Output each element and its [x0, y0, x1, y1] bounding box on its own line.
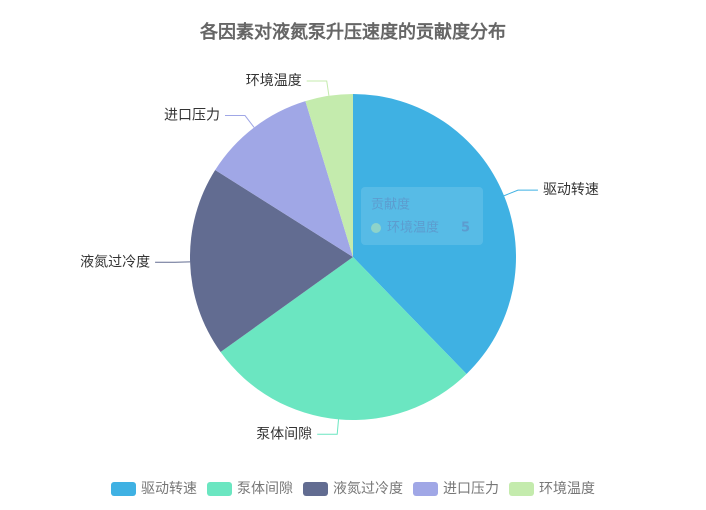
pie-slice[interactable]	[305, 94, 353, 257]
tooltip-value: 5	[461, 221, 470, 236]
legend-swatch	[509, 482, 534, 496]
legend-item[interactable]: 液氮过冷度	[303, 481, 403, 497]
pie	[190, 94, 516, 420]
legend-swatch	[111, 482, 136, 496]
legend-item[interactable]: 驱动转速	[111, 481, 197, 497]
pie-slice[interactable]	[190, 169, 353, 353]
legend-item[interactable]: 进口压力	[413, 481, 499, 497]
tooltip-series: 贡献度	[371, 197, 410, 213]
legend: 驱动转速 泵体间隙 液氮过冷度 进口压力 环境温度	[111, 481, 595, 497]
slice-label: 环境温度	[246, 73, 302, 89]
legend-label: 环境温度	[539, 481, 595, 497]
label-line	[306, 80, 330, 96]
legend-label: 进口压力	[443, 481, 499, 497]
tooltip: 贡献度 环境温度 5	[361, 187, 483, 245]
legend-item[interactable]: 泵体间隙	[207, 481, 293, 497]
legend-swatch	[413, 482, 438, 496]
tooltip-label: 环境温度	[387, 220, 439, 236]
slice-label: 驱动转速	[543, 182, 599, 198]
chart-title: 各因素对液氮泵升压速度的贡献度分布	[199, 21, 506, 43]
slice-label: 泵体间隙	[256, 426, 312, 442]
label-line	[503, 189, 538, 197]
label-line	[224, 115, 255, 128]
tooltip-box	[361, 187, 483, 245]
tooltip-marker	[371, 223, 381, 233]
slice-label: 液氮过冷度	[80, 254, 150, 270]
legend-swatch	[207, 482, 232, 496]
pie-slice[interactable]	[215, 101, 353, 258]
legend-label: 泵体间隙	[237, 481, 293, 497]
legend-swatch	[303, 482, 328, 496]
label-line	[317, 419, 340, 435]
pie-slice[interactable]	[353, 94, 516, 374]
legend-label: 驱动转速	[141, 481, 197, 497]
slice-label: 进口压力	[164, 108, 220, 124]
pie-slice[interactable]	[220, 257, 467, 420]
legend-label: 液氮过冷度	[333, 481, 403, 497]
legend-item[interactable]: 环境温度	[509, 481, 595, 497]
